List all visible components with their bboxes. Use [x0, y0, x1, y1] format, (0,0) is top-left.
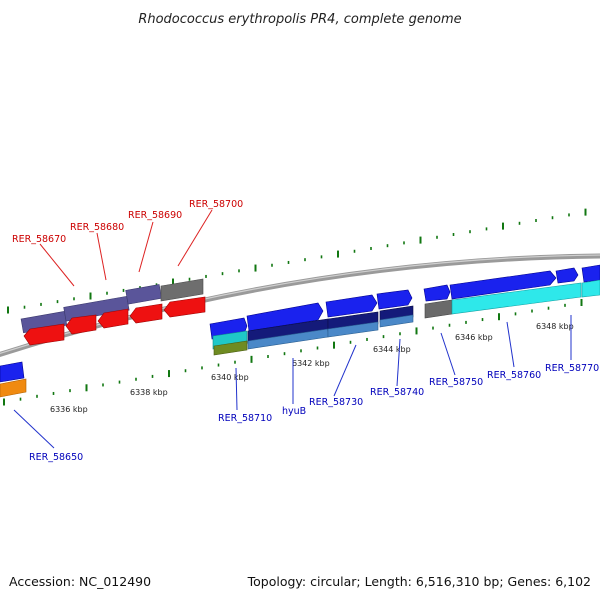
cog-block[interactable] — [213, 340, 248, 356]
gene-arrow-rer-58650[interactable] — [0, 361, 25, 383]
cog-block[interactable] — [327, 321, 379, 338]
leader-line — [39, 243, 75, 287]
leader-line — [96, 232, 107, 281]
gene-arrow-rer-58690[interactable] — [97, 308, 129, 329]
scale-label: 6338 kbp — [130, 388, 168, 397]
scale-label: 6348 kbp — [536, 322, 574, 331]
gene-arrow-rer-58730[interactable] — [325, 294, 378, 318]
scale-label: 6340 kbp — [211, 373, 249, 382]
scale-label: 6342 kbp — [292, 359, 330, 368]
genome-summary-text: Topology: circular; Length: 6,516,310 bp… — [247, 574, 591, 589]
forward-gene-labels: RER_58650 RER_58710 hyuB RER_58730 RER_5… — [29, 363, 599, 463]
leader-line — [235, 367, 238, 411]
leader-line — [333, 344, 357, 397]
leader-line — [440, 332, 456, 376]
cog-block[interactable] — [424, 299, 453, 319]
gene-label[interactable]: RER_58750 — [429, 377, 483, 388]
gene-label[interactable]: RER_58700 — [189, 199, 243, 210]
gene-arrow-rer-58750[interactable] — [423, 284, 451, 302]
gene-arrow-rer-58770a[interactable] — [555, 267, 579, 284]
scale-label: 6344 kbp — [373, 345, 411, 354]
gene-label[interactable]: RER_58740 — [370, 387, 424, 398]
reverse-gene-labels: RER_58670 RER_58680 RER_58690 RER_58700 — [12, 199, 243, 245]
scale-ticks-inner — [3, 298, 583, 406]
cog-block[interactable] — [0, 378, 27, 398]
gene-arrow-hyub[interactable] — [246, 302, 324, 332]
gene-arrow-rer-58700[interactable] — [129, 303, 163, 324]
scale-label: 6346 kbp — [455, 333, 493, 342]
cog-block[interactable] — [125, 284, 162, 305]
leader-line — [177, 209, 213, 267]
scale-ticks-outer — [7, 208, 587, 314]
gene-arrow-rer-58700b[interactable] — [163, 296, 206, 318]
map-title: Rhodococcus erythropolis PR4, complete g… — [138, 12, 461, 27]
gene-label[interactable]: RER_58710 — [218, 413, 272, 424]
gene-label[interactable]: RER_58760 — [487, 370, 541, 381]
gene-arrow-rer-58770[interactable] — [581, 264, 600, 283]
leader-line — [13, 409, 55, 449]
gene-label[interactable]: RER_58730 — [309, 397, 363, 408]
reverse-strand-track — [20, 278, 206, 346]
cog-block[interactable] — [160, 278, 204, 302]
label-leaders — [13, 209, 572, 449]
gene-label[interactable]: RER_58770 — [545, 363, 599, 374]
scale-label: 6336 kbp — [50, 405, 88, 414]
gene-label[interactable]: RER_58690 — [128, 210, 182, 221]
gene-label[interactable]: RER_58680 — [70, 222, 124, 233]
gene-label[interactable]: RER_58670 — [12, 234, 66, 245]
scale-labels: 6336 kbp 6338 kbp 6340 kbp 6342 kbp 6344… — [50, 322, 574, 414]
leader-line — [396, 338, 401, 387]
gene-arrow-rer-58760[interactable] — [449, 270, 557, 300]
leader-line — [506, 321, 515, 368]
gene-label[interactable]: hyuB — [282, 406, 306, 417]
gene-arrow-rer-58670[interactable] — [23, 323, 65, 346]
accession-text: Accession: NC_012490 — [9, 574, 151, 589]
cog-block[interactable] — [581, 279, 600, 298]
gene-label[interactable]: RER_58650 — [29, 452, 83, 463]
leader-line — [138, 221, 154, 273]
forward-strand-track — [0, 264, 600, 398]
gene-arrow-rer-58740[interactable] — [376, 289, 413, 310]
gene-arrow-rer-58680[interactable] — [65, 314, 97, 335]
cog-block[interactable] — [451, 282, 582, 315]
cog-block[interactable] — [379, 314, 414, 328]
